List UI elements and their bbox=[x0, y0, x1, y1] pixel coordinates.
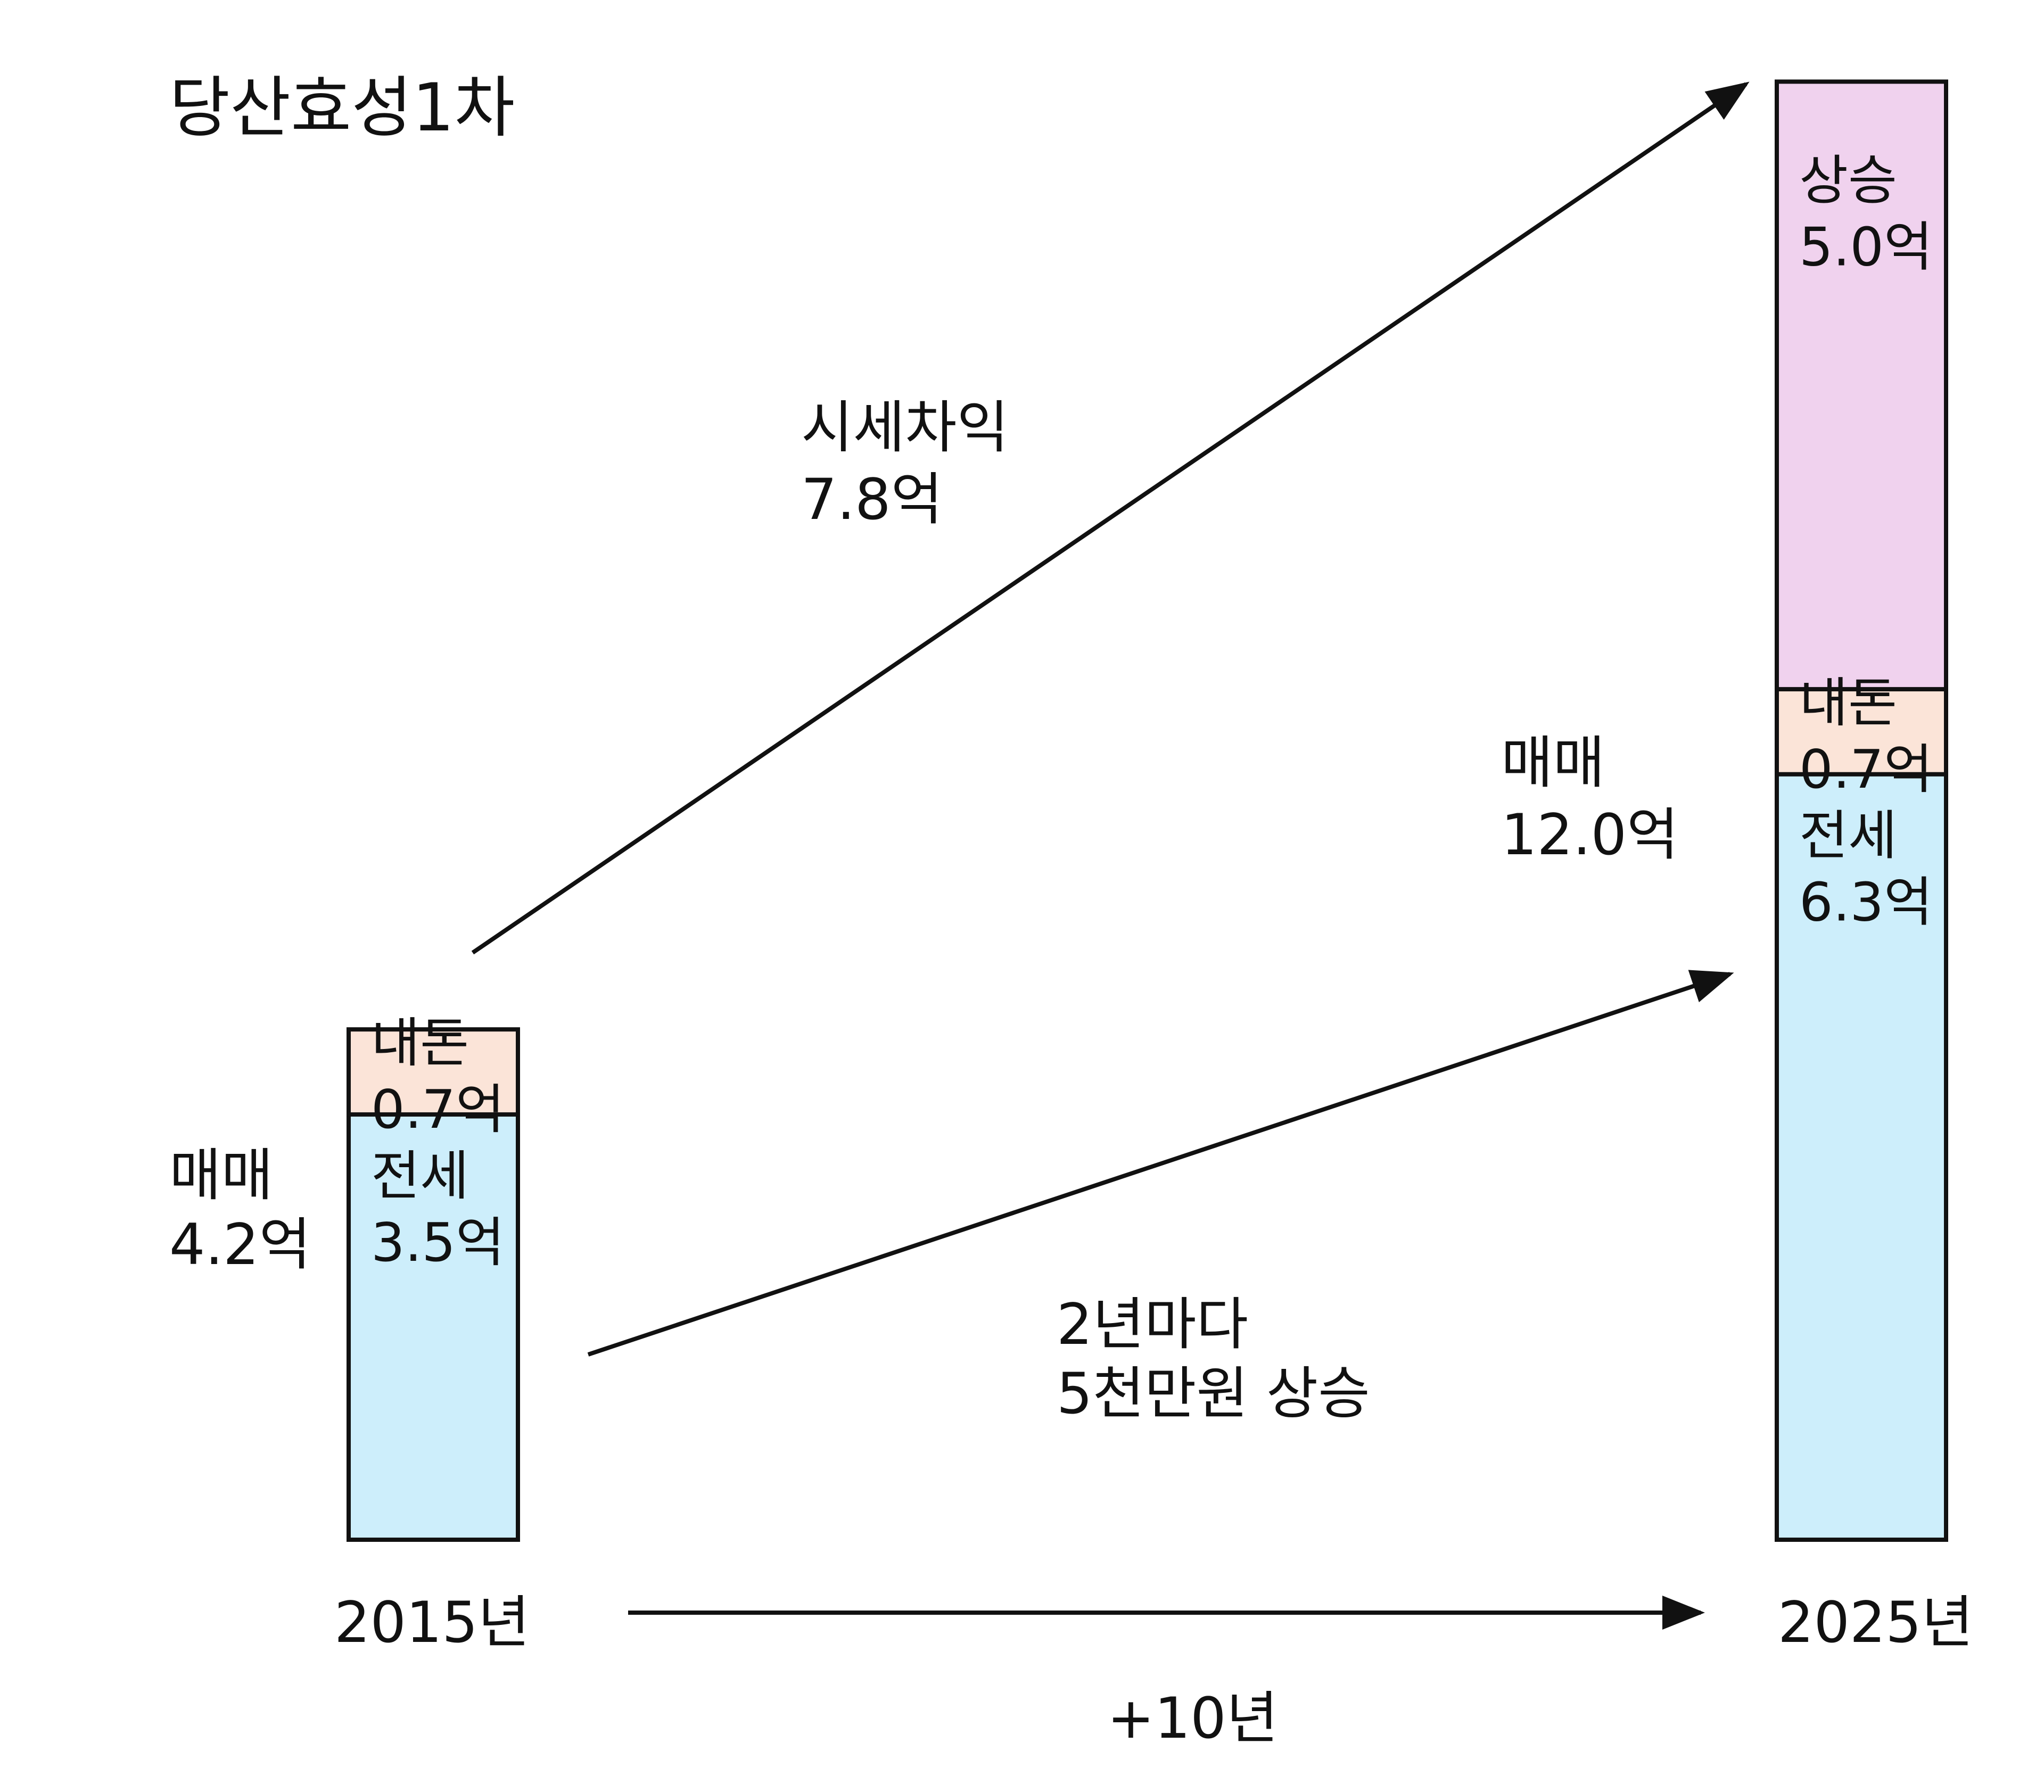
jeonse-annotation-line1: 2년마다 bbox=[1057, 1292, 1248, 1357]
duration-label: +10년 bbox=[1107, 1686, 1278, 1751]
x-tick-2025: 2025년 bbox=[1778, 1590, 1973, 1655]
segment-label-2025년-전세: 전세 bbox=[1799, 805, 1897, 867]
segment-label-2025년-내돈: 내돈 bbox=[1799, 672, 1897, 734]
segment-label-2015년-전세: 전세 bbox=[371, 1145, 469, 1207]
jeonse-arrow bbox=[587, 970, 1734, 1357]
total-label-2015: 매매 bbox=[169, 1143, 273, 1208]
gain-arrow bbox=[471, 81, 1750, 955]
chart-title: 당산효성1차 bbox=[169, 70, 515, 146]
bars bbox=[347, 79, 1948, 1542]
gain-annotation-value: 7.8억 bbox=[801, 467, 943, 532]
segment-label-2015년-내돈: 내돈 bbox=[371, 1012, 469, 1074]
bar-segment-2025년-상승 bbox=[1775, 79, 1948, 691]
bar-segment-2015년-내돈 bbox=[347, 1027, 520, 1117]
total-label-2025: 매매 bbox=[1501, 730, 1605, 796]
segment-value-2015년-전세: 3.5억 bbox=[371, 1211, 505, 1274]
bar-segment-2015년-전세 bbox=[347, 1112, 520, 1542]
segment-value-2025년-전세: 6.3억 bbox=[1799, 871, 1933, 934]
x-tick-2015: 2015년 bbox=[334, 1590, 530, 1655]
segment-value-2025년-내돈: 0.7억 bbox=[1799, 738, 1933, 800]
segment-label-2025년-상승: 상승 bbox=[1799, 149, 1897, 211]
jeonse-annotation-line2: 5천만원 상승 bbox=[1057, 1361, 1370, 1426]
gain-annotation-title: 시세차익 bbox=[801, 395, 1009, 460]
segment-value-2025년-상승: 5.0억 bbox=[1799, 216, 1933, 278]
bar-segment-2025년-내돈 bbox=[1775, 687, 1948, 777]
total-value-2025: 12.0억 bbox=[1501, 802, 1679, 868]
segment-value-2015년-내돈: 0.7억 bbox=[371, 1078, 505, 1141]
total-value-2015: 4.2억 bbox=[169, 1212, 311, 1277]
